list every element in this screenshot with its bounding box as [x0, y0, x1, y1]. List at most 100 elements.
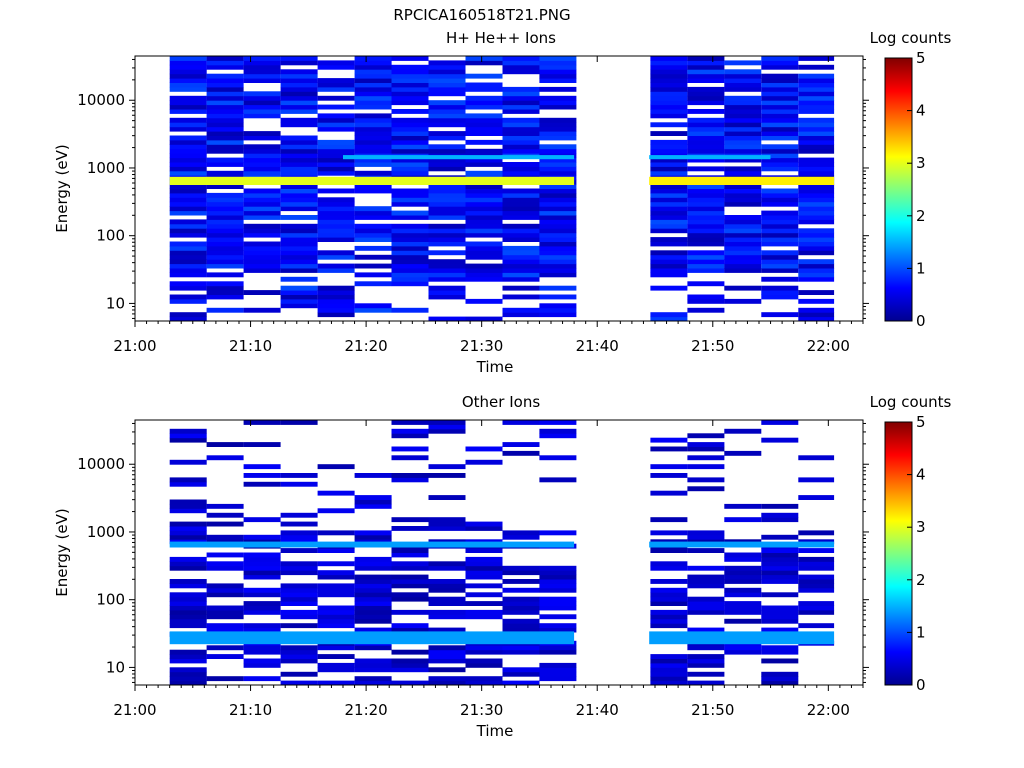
spectrogram-cell [502, 109, 540, 114]
spectrogram-cell [280, 184, 318, 189]
spectrogram-cell [280, 614, 318, 620]
spectrogram-cell [243, 188, 281, 194]
panel-title: H+ He++ Ions [446, 29, 556, 47]
spectrogram-cell [243, 676, 281, 682]
spectrogram-cell [502, 618, 540, 624]
spectrogram-cell [428, 228, 466, 234]
spectrogram-cell [539, 223, 577, 229]
spectrogram-cell [539, 148, 577, 154]
spectrogram-cell [354, 148, 392, 154]
spectrogram-cell [502, 307, 540, 313]
spectrogram-cell [465, 609, 503, 615]
spectrogram-cell [317, 157, 355, 163]
spectrogram-cell [280, 60, 318, 66]
spectrogram-cell [317, 298, 355, 304]
spectrogram-cell [724, 601, 762, 606]
spectrogram-cell [502, 565, 540, 571]
spectrogram-cell [761, 210, 799, 216]
spectrogram-cell [354, 64, 392, 70]
spectrogram-cell [539, 245, 577, 251]
spectrogram-cell [428, 464, 466, 470]
spectrogram-cell [169, 232, 207, 238]
spectrogram-cell [539, 210, 577, 216]
spectrogram-cell [317, 206, 355, 212]
spectrogram-cell [243, 662, 281, 668]
spectrogram-cell [687, 223, 725, 229]
spectrogram-cell [539, 627, 577, 633]
spectrogram-cell [280, 609, 318, 615]
spectrogram-cell [687, 157, 725, 163]
spectrogram-cell [354, 254, 392, 260]
spectrogram-cell [798, 574, 835, 580]
spectrogram-cell [465, 658, 503, 664]
spectrogram-cell [243, 100, 281, 106]
colorbar-tick-label: 5 [916, 49, 926, 67]
spectrogram-cell [502, 139, 540, 145]
spectrogram-cell [428, 259, 466, 265]
spectrogram-cell [354, 609, 392, 615]
spectrogram-cell [243, 574, 281, 580]
spectrogram-cell [428, 676, 466, 682]
spectrogram-cell [391, 122, 429, 128]
spectrogram-cell [650, 285, 688, 291]
colorbar-tick-label: 3 [916, 154, 926, 172]
spectrogram-cell [428, 162, 466, 167]
spectrogram-cell [687, 259, 725, 265]
x-tick-label: 22:00 [807, 701, 850, 719]
spectrogram-cell [280, 153, 318, 159]
spectrogram-cell [465, 201, 503, 207]
spectrogram-cell [761, 228, 799, 234]
spectrogram-cell [502, 206, 540, 212]
spectrogram-cell [724, 86, 762, 92]
spectrogram-cell [169, 170, 207, 176]
colorbar-tick-label: 0 [916, 676, 926, 694]
spectrogram-cell [761, 60, 799, 66]
spectrogram-cell [169, 201, 207, 207]
spectrogram-cell [169, 250, 207, 256]
spectrogram-cell [761, 126, 799, 132]
spectrogram-cell [465, 126, 503, 132]
spectrogram-cell [280, 512, 318, 518]
spectrogram-cell [169, 219, 207, 225]
spectrogram-cell [428, 60, 466, 66]
spectrogram-cell [465, 526, 503, 531]
spectrogram-cell [428, 131, 466, 136]
spectrogram-cell [169, 122, 207, 128]
spectrogram-cell [280, 228, 318, 234]
spectrogram-cell [428, 113, 466, 119]
spectrogram-cell [243, 623, 281, 629]
spectrogram-cell [391, 148, 429, 154]
spectrogram-cell [724, 285, 762, 291]
spectrogram-cell [761, 618, 799, 624]
spectrogram-cell [798, 215, 835, 220]
spectrogram-cell [169, 312, 207, 318]
spectrogram-cell [169, 649, 207, 655]
spectrogram-cell [317, 574, 355, 580]
spectrogram-cell [206, 192, 244, 198]
spectrogram-cell [280, 104, 318, 110]
spectrogram-cell [243, 259, 281, 265]
spectrogram-cell [317, 197, 355, 203]
spectrogram-cell [428, 667, 466, 673]
spectrogram-cell [798, 455, 835, 461]
spectrogram-cell [502, 268, 540, 273]
spectrogram-cell [502, 95, 540, 101]
spectrogram-cells [169, 420, 835, 686]
spectrogram-cell [539, 184, 577, 189]
spectrogram-cell [687, 268, 725, 273]
spectrogram-cell [317, 592, 355, 598]
spectrogram-cell [761, 219, 799, 225]
spectrogram-cell [687, 654, 725, 659]
spectrogram-cell [280, 109, 318, 114]
spectrogram-cell [428, 316, 466, 322]
spectrogram-cell [354, 601, 392, 606]
spectrogram-cell [391, 95, 429, 101]
spectrogram-cell [798, 184, 835, 189]
spectrogram-cell [650, 64, 688, 70]
spectrogram-cell [391, 428, 429, 434]
spectrogram-cell [798, 237, 835, 242]
spectrogram-cell [354, 645, 392, 651]
spectrogram-cell [391, 144, 429, 150]
spectrogram-cell [169, 162, 207, 167]
spectrogram-cell [243, 69, 281, 75]
